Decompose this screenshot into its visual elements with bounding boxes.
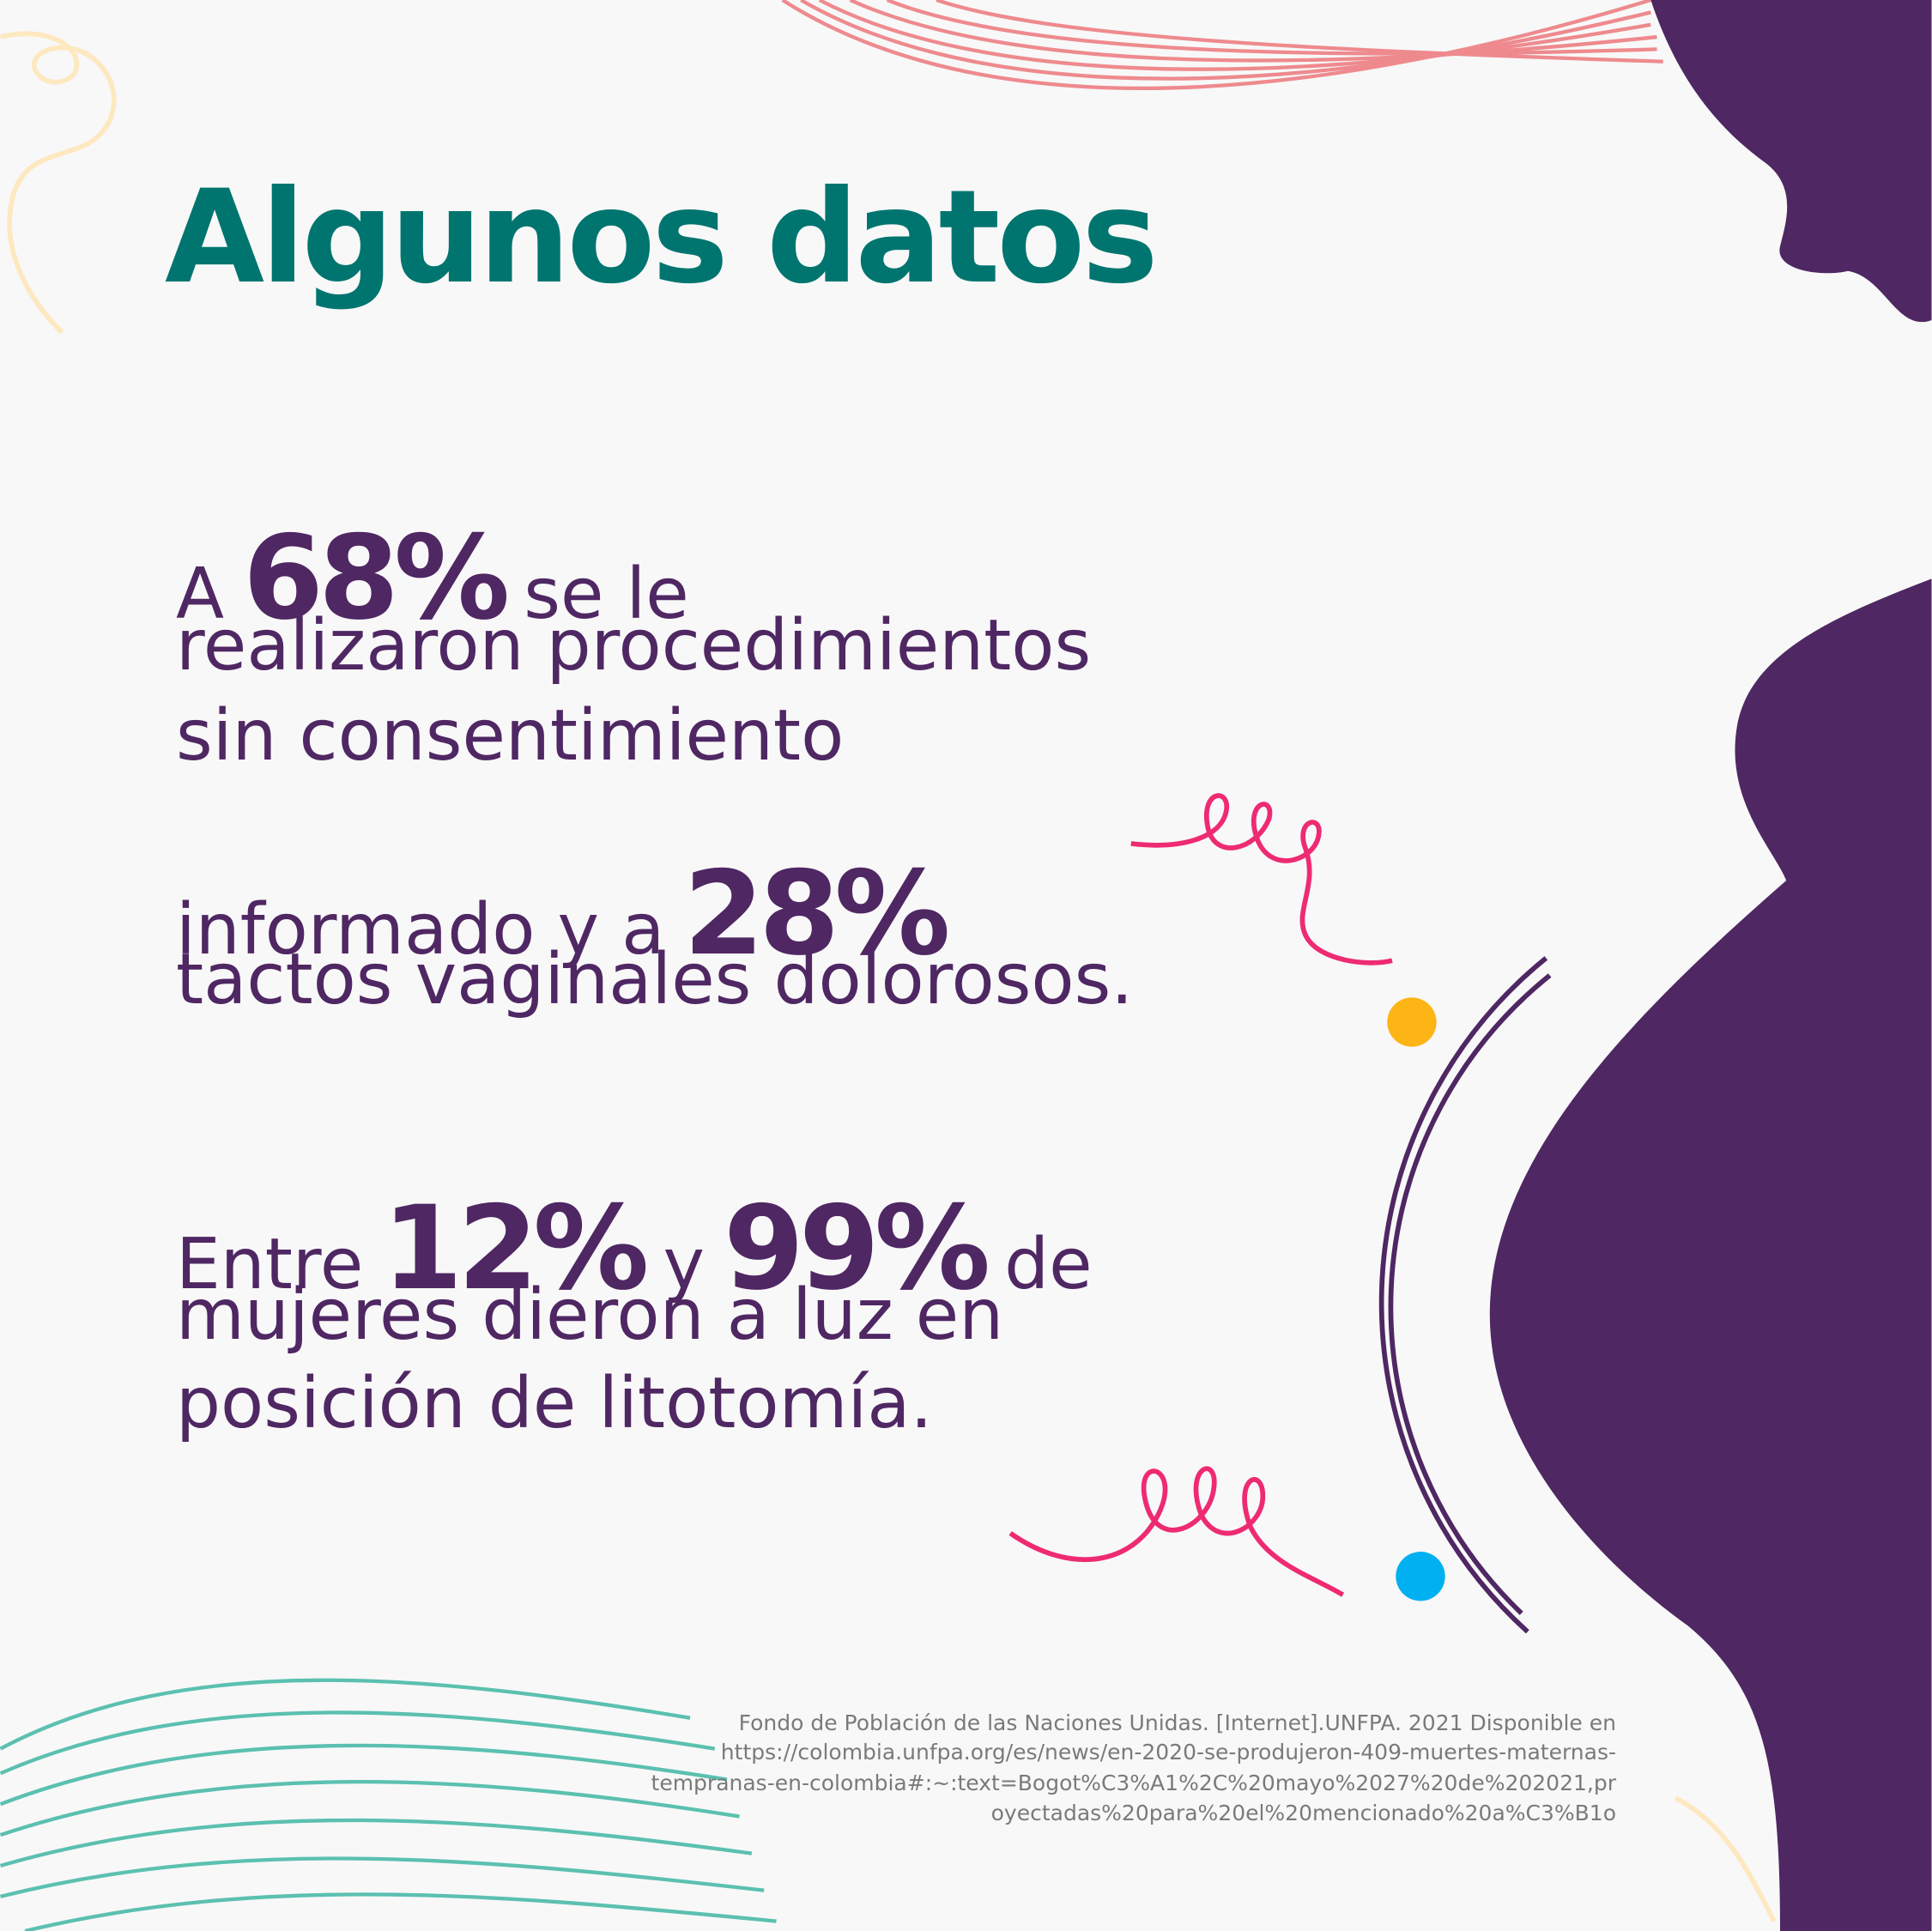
fact-text: A — [176, 554, 225, 635]
yellow-squiggle — [1674, 1795, 1777, 1922]
fact-text: mujeres dieron a luz en — [176, 1274, 1004, 1356]
orange-dot — [1387, 997, 1437, 1047]
fact-text: realizaron procedimientos — [176, 605, 1092, 687]
fact-line: realizaron procedimientos — [176, 611, 1110, 681]
stat: 12% — [382, 1181, 649, 1316]
fact-line: posición de litotomía. — [176, 1369, 952, 1439]
citation-line: https://colombia.unfpa.org/es/news/en-20… — [720, 1740, 1616, 1765]
fact-line: mujeres dieron a luz en — [176, 1280, 1022, 1351]
citation-line: Fondo de Población de las Naciones Unida… — [738, 1710, 1616, 1735]
bottom-waves — [0, 1678, 777, 1931]
fact-line: sin consentimiento — [176, 701, 863, 772]
blue-dot — [1396, 1552, 1445, 1601]
fact-line: A 68% se le — [176, 520, 708, 636]
silhouette — [1489, 0, 1932, 1931]
citation-line: tempranas-en-colombia#:~:text=Bogot%C3%A… — [651, 1771, 1616, 1795]
arc — [1378, 956, 1552, 1634]
pink-squiggles — [1008, 793, 1393, 1597]
fact-text: tactos vaginales dolorosos. — [176, 939, 1134, 1020]
fact-text: posición de litotomía. — [176, 1363, 933, 1444]
stat: 68% — [243, 511, 510, 645]
top-waves — [781, 0, 1663, 91]
fact-text: de — [1004, 1224, 1093, 1305]
fact-text: y — [663, 1224, 705, 1305]
fact-text: sin consentimiento — [176, 695, 845, 777]
fact-text: Entre — [176, 1224, 364, 1305]
fact-text: se le — [524, 554, 689, 635]
yellow-squiggle — [0, 31, 117, 335]
fact-text: informado y a — [176, 889, 665, 971]
stat: 28% — [683, 846, 950, 981]
fact-line: Entre 12% y 99% de — [176, 1190, 1111, 1306]
title: Algunos datos — [165, 163, 1159, 312]
stat: 99% — [723, 1181, 990, 1316]
fact-line: informado y a 28% — [176, 856, 964, 972]
fact-line: tactos vaginales dolorosos. — [176, 945, 1152, 1015]
citation-line: oyectadas%20para%20el%20mencionado%20a%C… — [990, 1801, 1616, 1825]
